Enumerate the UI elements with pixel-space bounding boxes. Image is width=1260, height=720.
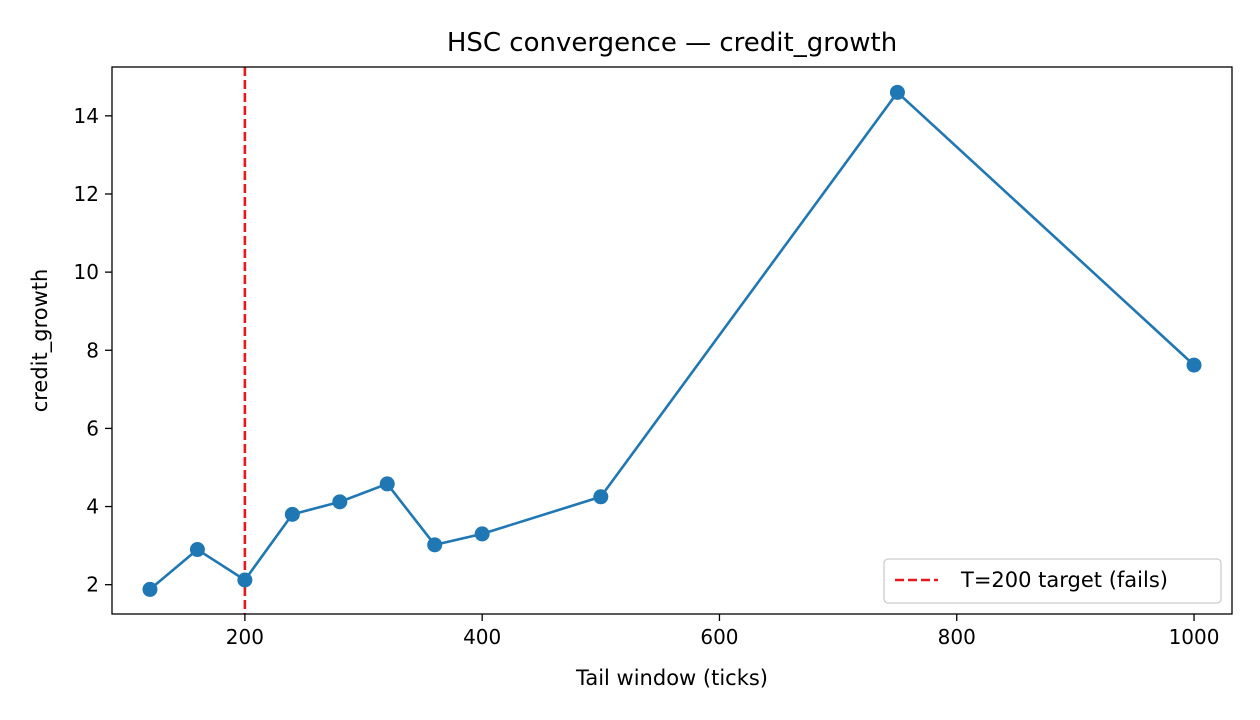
x-axis-label: Tail window (ticks) bbox=[575, 666, 768, 690]
series-line bbox=[149, 91, 1195, 591]
legend: T=200 target (fails) bbox=[883, 558, 1222, 604]
y-tick-label: 8 bbox=[86, 338, 99, 362]
x-tick-label: 400 bbox=[463, 625, 501, 649]
y-tick-label: 2 bbox=[86, 573, 99, 597]
chart-title: HSC convergence — credit_growth bbox=[447, 28, 897, 58]
x-tick-label: 1000 bbox=[1169, 625, 1220, 649]
data-point bbox=[593, 489, 609, 505]
data-point bbox=[1186, 357, 1202, 373]
y-tick-label: 14 bbox=[74, 104, 99, 128]
y-tick-label: 6 bbox=[86, 416, 99, 440]
data-point bbox=[379, 476, 395, 492]
legend-box bbox=[883, 558, 1222, 604]
data-point bbox=[284, 506, 300, 522]
data-point bbox=[142, 581, 158, 597]
plot-area: 200 400 600 800 1000 2 4 6 8 10 12 14 bbox=[74, 66, 1233, 649]
legend-label-ref-line: T=200 target (fails) bbox=[960, 568, 1168, 592]
x-tick-label: 800 bbox=[938, 625, 976, 649]
data-point bbox=[189, 542, 205, 558]
data-point bbox=[237, 572, 253, 588]
plot-frame bbox=[111, 66, 1233, 615]
x-tick-label: 600 bbox=[700, 625, 738, 649]
data-point bbox=[474, 526, 490, 542]
data-point bbox=[889, 84, 905, 100]
y-axis-label: credit_growth bbox=[28, 269, 53, 413]
data-point bbox=[332, 494, 348, 510]
y-tick-label: 10 bbox=[74, 260, 99, 284]
y-tick-label: 12 bbox=[74, 182, 99, 206]
x-tick-label: 200 bbox=[226, 625, 264, 649]
y-tick-label: 4 bbox=[86, 495, 99, 519]
data-point bbox=[427, 537, 443, 553]
